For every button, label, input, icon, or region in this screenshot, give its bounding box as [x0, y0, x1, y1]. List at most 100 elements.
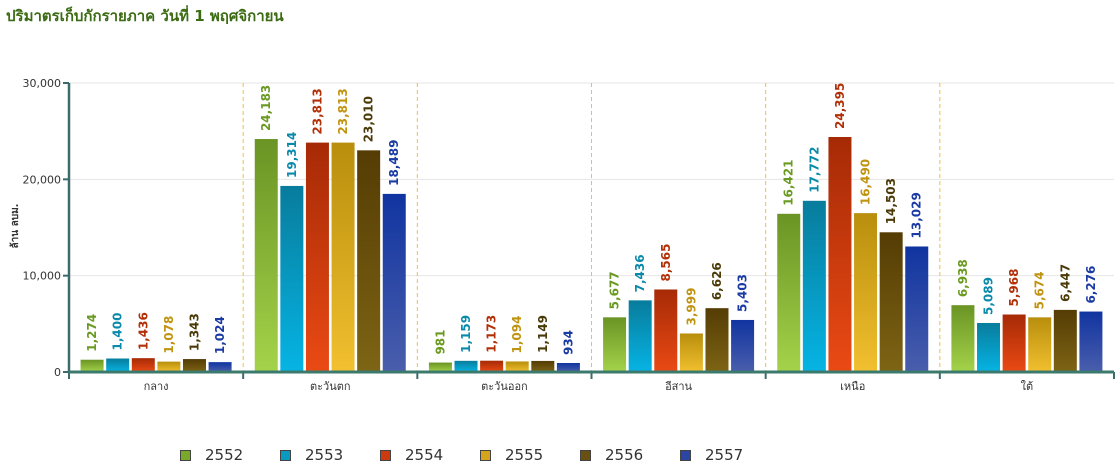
- bar-2555-2[interactable]: [505, 361, 529, 372]
- data-label: 13,029: [910, 192, 924, 238]
- legend-item-2553[interactable]: 2553: [280, 446, 380, 464]
- data-label: 5,403: [736, 274, 750, 312]
- data-label: 3,999: [684, 288, 698, 326]
- bar-2557-0[interactable]: [208, 362, 232, 372]
- data-label: 16,421: [782, 159, 796, 205]
- chart-title: ปริมาตรเก็บกักรายภาค วันที่ 1 พฤศจิกายน: [6, 7, 284, 25]
- data-label: 14,503: [884, 178, 898, 224]
- data-label: 23,813: [336, 88, 350, 134]
- legend-label: 2553: [305, 446, 344, 464]
- data-label: 1,094: [510, 315, 524, 353]
- bar-chart: 1,274 1,400 1,436 1,078 1,343 1,024 24,183 19,3…: [9, 77, 1115, 393]
- legend-label: 2554: [405, 446, 444, 464]
- bar-2552-0[interactable]: [80, 359, 104, 372]
- bar-2556-1[interactable]: [357, 150, 381, 372]
- y-tick-label: 10,000: [23, 270, 62, 283]
- x-category-label: ตะวันออก: [481, 380, 528, 393]
- x-category-label: กลาง: [144, 380, 169, 393]
- legend-swatch: [680, 449, 691, 461]
- data-label: 1,024: [213, 316, 227, 354]
- legend: 2552 2553 2554 2555 2556 2557: [180, 446, 780, 464]
- bar-2554-1[interactable]: [305, 142, 329, 372]
- legend-item-2557[interactable]: 2557: [680, 446, 780, 464]
- bar-2556-0[interactable]: [182, 359, 206, 372]
- data-label: 16,490: [859, 159, 873, 205]
- bar-2556-5[interactable]: [1053, 309, 1077, 372]
- data-label: 6,447: [1058, 264, 1072, 302]
- bar-2557-4[interactable]: [905, 246, 929, 372]
- bar-2555-3[interactable]: [679, 333, 703, 372]
- bar-2552-5[interactable]: [951, 305, 975, 372]
- bar-2556-2[interactable]: [531, 360, 555, 372]
- data-label: 1,078: [162, 316, 176, 354]
- bar-2557-5[interactable]: [1079, 311, 1103, 372]
- legend-item-2556[interactable]: 2556: [580, 446, 680, 464]
- data-label: 8,565: [659, 244, 673, 282]
- x-category-label: อีสาน: [665, 380, 693, 393]
- bar-2554-2[interactable]: [480, 360, 504, 372]
- bar-2557-3[interactable]: [731, 319, 755, 372]
- data-label: 5,677: [608, 271, 622, 309]
- bar-2557-2[interactable]: [556, 363, 580, 372]
- data-label: 24,395: [833, 83, 847, 129]
- data-labels: 1,274 1,400 1,436 1,078 1,343 1,024 24,183 19,3…: [85, 83, 1098, 355]
- data-label: 981: [433, 329, 447, 354]
- data-label: 24,183: [259, 85, 273, 131]
- bar-2554-5[interactable]: [1002, 314, 1026, 372]
- y-tick-label: 20,000: [23, 173, 62, 186]
- legend-label: 2555: [505, 446, 544, 464]
- data-label: 17,772: [807, 146, 821, 192]
- bar-2554-0[interactable]: [131, 358, 155, 372]
- data-label: 18,489: [387, 140, 401, 186]
- bar-2555-5[interactable]: [1028, 317, 1052, 372]
- legend-item-2555[interactable]: 2555: [480, 446, 580, 464]
- bar-2552-3[interactable]: [603, 317, 627, 372]
- data-label: 23,813: [310, 88, 324, 134]
- legend-swatch: [580, 449, 591, 461]
- data-label: 5,674: [1033, 271, 1047, 309]
- bar-2553-3[interactable]: [628, 300, 652, 372]
- y-axis-label: ล้าน ลบม.: [9, 204, 21, 249]
- bar-2553-2[interactable]: [454, 360, 478, 372]
- data-label: 6,626: [710, 262, 724, 300]
- bar-2552-1[interactable]: [254, 139, 278, 372]
- legend-swatch: [280, 449, 291, 461]
- bar-2553-1[interactable]: [280, 185, 304, 372]
- bar-2553-0[interactable]: [106, 358, 130, 372]
- x-category-label: ใต้: [1021, 380, 1034, 393]
- bar-2553-5[interactable]: [977, 322, 1001, 372]
- legend-label: 2557: [705, 446, 744, 464]
- data-label: 7,436: [633, 254, 647, 292]
- bar-2556-4[interactable]: [879, 232, 903, 372]
- x-category-label: ตะวันตก: [310, 380, 351, 393]
- axes: 0 10,000 20,000 30,000 กลาง ตะวันตก ตะวันออก อี…: [23, 77, 1115, 393]
- data-label: 1,436: [136, 312, 150, 350]
- bar-2554-3[interactable]: [654, 289, 678, 372]
- bar-2557-1[interactable]: [382, 193, 406, 372]
- legend-swatch: [480, 449, 491, 461]
- bar-2552-2[interactable]: [428, 362, 452, 372]
- data-label: 5,968: [1007, 269, 1021, 307]
- data-label: 1,400: [111, 313, 125, 351]
- data-label: 6,938: [956, 259, 970, 297]
- legend-item-2552[interactable]: 2552: [180, 446, 280, 464]
- y-tick-label: 30,000: [23, 77, 62, 90]
- legend-label: 2552: [205, 446, 244, 464]
- bar-2554-4[interactable]: [828, 136, 852, 372]
- bar-2556-3[interactable]: [705, 308, 729, 372]
- bar-2552-4[interactable]: [777, 213, 801, 372]
- data-label: 19,314: [285, 132, 299, 178]
- legend-item-2554[interactable]: 2554: [380, 446, 480, 464]
- bar-2555-1[interactable]: [331, 142, 355, 372]
- data-label: 6,276: [1084, 266, 1098, 304]
- legend-label: 2556: [605, 446, 644, 464]
- category-separators: [242, 83, 941, 372]
- bar-2553-4[interactable]: [802, 200, 826, 372]
- data-label: 1,274: [85, 314, 99, 352]
- data-label: 1,173: [485, 315, 499, 353]
- x-category-label: เหนือ: [840, 380, 865, 393]
- data-label: 934: [561, 330, 575, 355]
- bar-2555-0[interactable]: [157, 361, 181, 372]
- data-label: 23,010: [362, 96, 376, 142]
- bar-2555-4[interactable]: [854, 213, 878, 372]
